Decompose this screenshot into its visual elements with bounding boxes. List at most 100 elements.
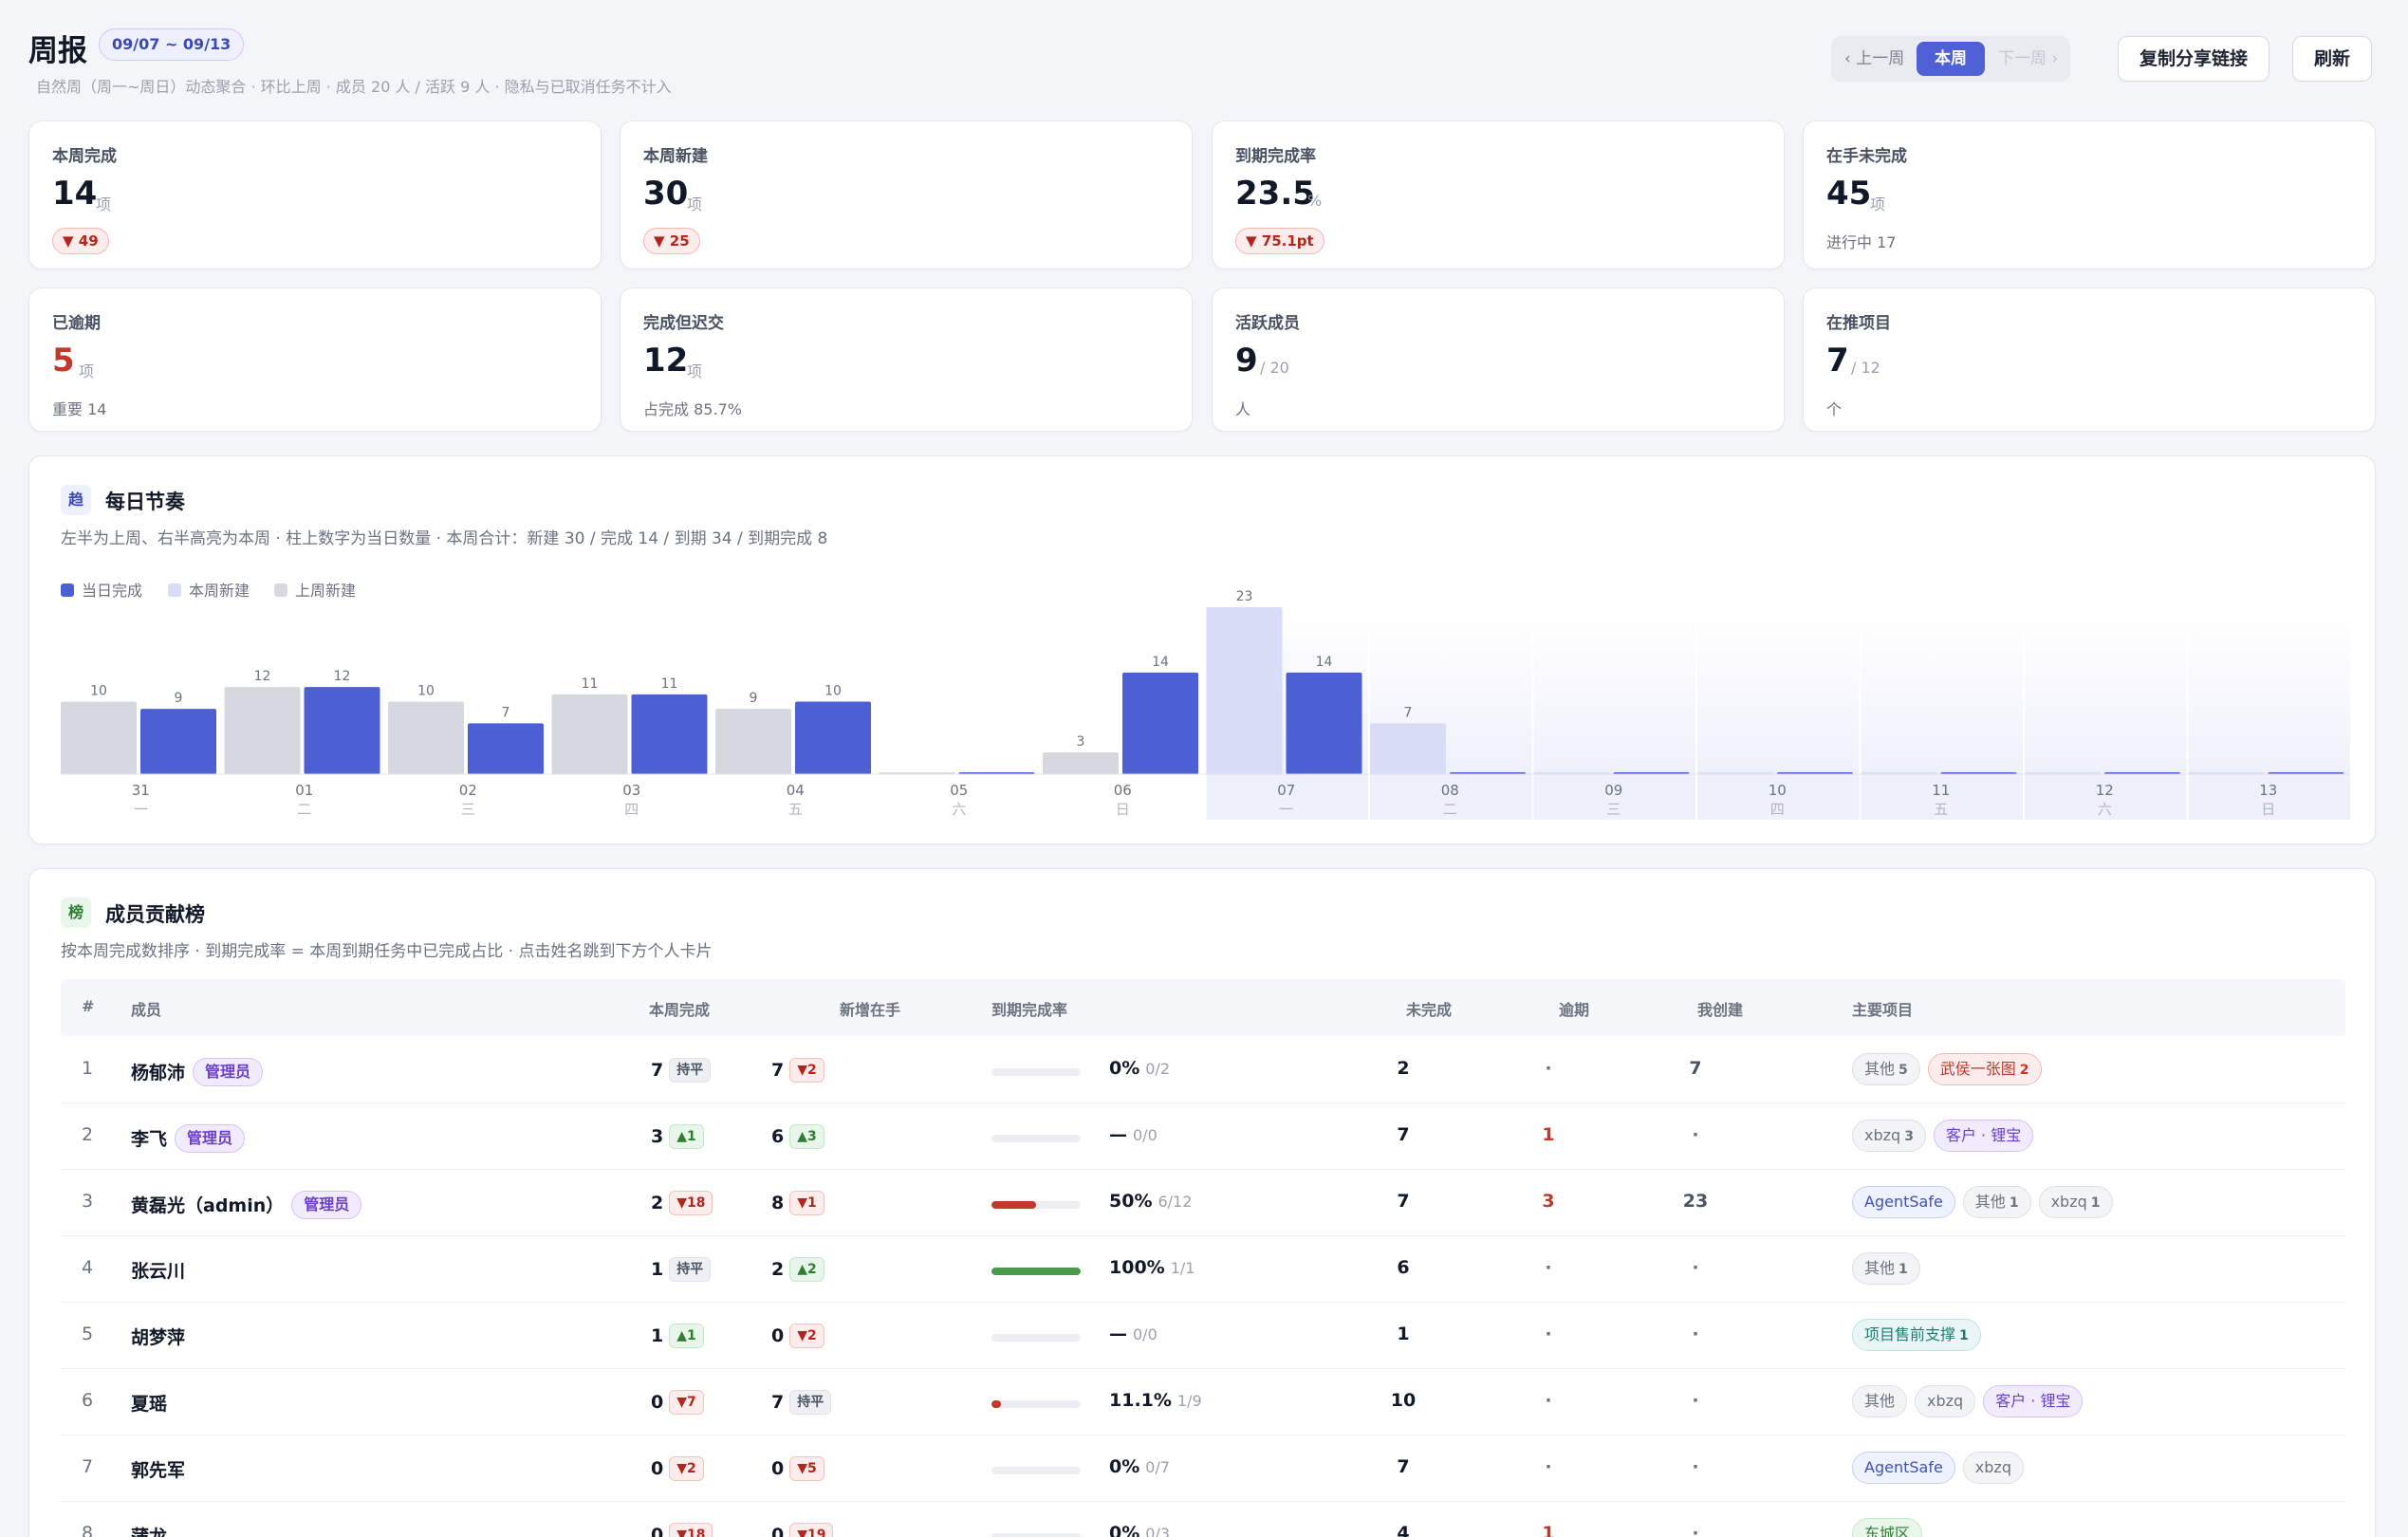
due-rate-cell: — 0/0 — [1109, 1324, 1158, 1344]
rank-cell: 2 — [82, 1124, 94, 1145]
project-count: 2 — [2019, 1063, 2029, 1078]
project-tag[interactable]: AgentSafe — [1852, 1452, 1955, 1484]
new-cell: 2 ▲2 — [771, 1257, 824, 1282]
member-name-link[interactable]: 李飞 管理员 — [131, 1124, 246, 1153]
col-header-member[interactable]: 成员 — [131, 1001, 162, 1019]
member-name-link[interactable]: 郭先军 — [131, 1456, 185, 1482]
new-count: 0 — [771, 1325, 785, 1346]
x-weekday-label: 四 — [1770, 801, 1785, 818]
table-row[interactable]: 4 张云川 1 持平 2 ▲2 100% 1/1 6 · · 其他 1 — [61, 1236, 2345, 1303]
new-change-chip: ▼2 — [789, 1058, 824, 1083]
member-name[interactable]: 杨郁沛 — [131, 1063, 186, 1083]
project-tag[interactable]: 项目售前支撑 1 — [1852, 1319, 1981, 1351]
col-header-created[interactable]: 我创建 — [1697, 1001, 1744, 1019]
table-row[interactable]: 3 黄磊光（admin） 管理员 2 ▼18 8 ▼1 50% 6/12 7 3 23 AgentSaf… — [61, 1170, 2345, 1236]
section-title: 每日节奏 — [105, 491, 185, 513]
table-row[interactable]: 1 杨郁沛 管理员 7 持平 7 ▼2 0% 0/2 2 · 7 其他 5 武侯一张图 2 — [61, 1037, 2345, 1103]
copy-share-link-button[interactable]: 复制分享链接 — [2118, 36, 2270, 82]
member-name-link[interactable]: 蒲龙 — [131, 1523, 167, 1537]
member-name-link[interactable]: 黄磊光（admin） 管理员 — [131, 1191, 362, 1219]
due-rate-bar — [991, 1467, 1081, 1474]
data-label: 12 — [334, 669, 351, 684]
col-header-projects[interactable]: 主要项目 — [1852, 1001, 1914, 1019]
table-row[interactable]: 6 夏瑶 0 ▼7 7 持平 11.1% 1/9 10 · · 其他 xbzq 客户 · 锂宝 — [61, 1369, 2345, 1435]
done-cell: 0 ▼7 — [651, 1390, 704, 1415]
project-tag[interactable]: 客户 · 锂宝 — [1983, 1385, 2084, 1417]
kpi-label: 已逾期 — [52, 314, 101, 333]
table-row[interactable]: 5 胡梦萍 1 ▲1 0 ▼2—0/0 1 · · 项目售前支撑 1 — [61, 1303, 2345, 1369]
col-header-done[interactable]: 本周完成 — [649, 1001, 711, 1019]
project-tag[interactable]: 客户 · 锂宝 — [1933, 1120, 2034, 1152]
due-rate-bar — [991, 1268, 1081, 1275]
member-name[interactable]: 夏瑶 — [131, 1394, 168, 1415]
project-tag[interactable]: 其他 — [1852, 1385, 1908, 1417]
project-tag[interactable]: xbzq — [1962, 1452, 2024, 1484]
member-name[interactable]: 胡梦萍 — [131, 1327, 186, 1348]
due-rate-value: — — [1109, 1124, 1127, 1145]
project-tag[interactable]: xbzq — [1915, 1385, 1976, 1417]
new-change-chip: ▼1 — [789, 1191, 824, 1215]
member-name[interactable]: 郭先军 — [131, 1460, 186, 1481]
project-tag[interactable]: 其他 1 — [1962, 1186, 2031, 1218]
member-name[interactable]: 蒲龙 — [131, 1527, 168, 1537]
daily-rhythm-panel: 趋 每日节奏 左半为上周、右半高亮为本周 · 柱上数字为当日数量 · 本周合计：… — [28, 455, 2376, 844]
bar-last-week-new — [61, 701, 137, 774]
rank-cell: 7 — [82, 1456, 94, 1477]
next-week-button[interactable]: 下一周 › — [1998, 49, 2059, 68]
due-rate-bar — [991, 1068, 1081, 1076]
member-name[interactable]: 张云川 — [131, 1261, 186, 1282]
data-label: 10 — [824, 683, 842, 698]
trend-icon: 趋 — [61, 485, 91, 515]
project-tags: 东城区 — [1852, 1518, 1930, 1537]
kpi-unit: 项 — [687, 195, 703, 213]
data-label: 10 — [417, 683, 435, 698]
project-tag[interactable]: xbzq 3 — [1852, 1120, 1926, 1152]
leaderboard-panel: 榜 成员贡献榜 按本周完成数排序 · 到期完成率 = 本周到期任务中已完成占比 … — [28, 868, 2376, 1537]
kpi-card-overdue: 已逾期 5 项 重要 14 — [28, 287, 602, 432]
col-header-overdue[interactable]: 逾期 — [1559, 1001, 1590, 1019]
table-row[interactable]: 8 蒲龙 0 ▼18 0 ▼19 0% 0/3 4 1 · 东城区 — [61, 1502, 2345, 1537]
project-tag[interactable]: 武侯一张图 2 — [1927, 1053, 2042, 1085]
this-week-button[interactable]: 本周 — [1917, 42, 1985, 76]
refresh-button[interactable]: 刷新 — [2292, 36, 2373, 82]
table-row[interactable]: 7 郭先军 0 ▼2 0 ▼5 0% 0/7 7 · · AgentSafe xbzq — [61, 1435, 2345, 1502]
col-header-new[interactable]: 新增在手 — [840, 1001, 901, 1019]
due-rate-fraction: 0/0 — [1133, 1126, 1158, 1144]
new-change-chip: ▲3 — [789, 1124, 824, 1149]
project-tag[interactable]: xbzq 1 — [2038, 1186, 2113, 1218]
kpi-label: 到期完成率 — [1235, 147, 1316, 166]
table-row[interactable]: 2 李飞 管理员 3 ▲1 6 ▲3—0/0 7 1 · xbzq 3 客户 · 锂宝 — [61, 1103, 2345, 1170]
member-name-link[interactable]: 夏瑶 — [131, 1390, 167, 1416]
page-subtitle: 自然周（周一~周日）动态聚合 · 环比上周 · 成员 20 人 / 活跃 9 人… — [36, 78, 672, 96]
project-tag[interactable]: AgentSafe — [1852, 1186, 1955, 1218]
overdue-count: · — [1545, 1058, 1552, 1079]
member-name[interactable]: 李飞 — [131, 1129, 168, 1150]
kpi-card-projects: 在推项目 7 / 12 个 — [1803, 287, 2376, 432]
due-rate-fraction: 1/1 — [1170, 1259, 1195, 1277]
col-header-rank[interactable]: # — [82, 997, 95, 1015]
project-tag[interactable]: 东城区 — [1852, 1518, 1923, 1537]
done-cell: 1 ▲1 — [651, 1324, 704, 1348]
done-count: 0 — [651, 1458, 664, 1479]
member-name[interactable]: 黄磊光（admin） — [131, 1195, 285, 1216]
member-name-link[interactable]: 胡梦萍 — [131, 1324, 185, 1349]
x-tick-label: 12 — [2096, 782, 2114, 799]
bar-this-week-new — [1370, 723, 1446, 774]
prev-week-button[interactable]: ‹ 上一周 — [1844, 49, 1905, 68]
new-cell: 6 ▲3 — [771, 1124, 824, 1149]
kpi-unit: 项 — [1870, 195, 1886, 213]
kpi-card-due-rate: 到期完成率 23.5 % ▼ 75.1pt — [1212, 120, 1785, 269]
done-change-chip: ▲1 — [669, 1124, 704, 1149]
member-name-link[interactable]: 杨郁沛 管理员 — [131, 1058, 264, 1086]
overdue-count: 1 — [1542, 1523, 1555, 1537]
new-cell: 0 ▼19 — [771, 1523, 834, 1537]
legend-item-this-week-new: 本周新建 — [168, 578, 250, 601]
col-header-due-rate[interactable]: 到期完成率 — [991, 1001, 1068, 1019]
col-header-open[interactable]: 未完成 — [1406, 1001, 1453, 1019]
this-week-axis-highlight — [2025, 774, 2187, 820]
x-tick-label: 02 — [459, 782, 477, 799]
member-name-link[interactable]: 张云川 — [131, 1257, 185, 1283]
project-tag[interactable]: 其他 5 — [1852, 1053, 1920, 1085]
project-tag[interactable]: 其他 1 — [1852, 1252, 1920, 1285]
due-rate-value: — — [1109, 1324, 1127, 1344]
